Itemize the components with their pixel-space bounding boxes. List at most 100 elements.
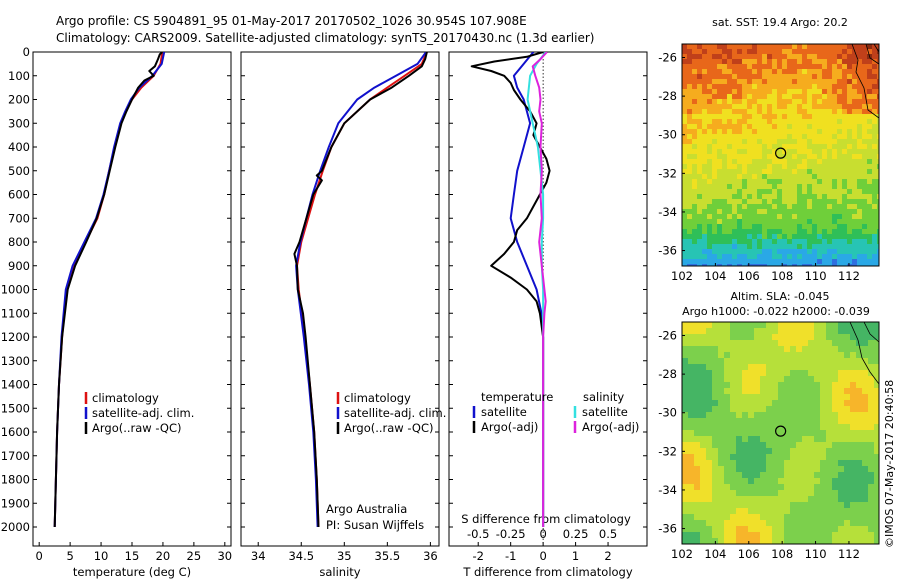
- legend-title-temperature: temperature: [481, 390, 553, 404]
- y-tick-label: -36: [658, 522, 677, 536]
- x-tick-label: -2: [472, 549, 483, 563]
- x-tick-label: 34.5: [288, 549, 314, 563]
- y-tick-label: -32: [658, 444, 677, 458]
- legend-satellite-adj: satellite-adj. clim.: [344, 406, 446, 420]
- x-tick-label: 108: [771, 547, 793, 561]
- x2-tick-label: 0.5: [599, 527, 617, 541]
- y-tick-label: 1800: [1, 473, 30, 487]
- x-tick-label: 35.5: [375, 549, 401, 563]
- y-tick-label: 1600: [1, 425, 30, 439]
- x-tick-label: 102: [671, 547, 693, 561]
- coastline: [849, 322, 879, 385]
- series-line-salinity-argo-adj: [531, 52, 548, 527]
- x-tick-label: 35: [337, 549, 352, 563]
- sla-map-frame: [681, 321, 880, 545]
- legend-climatology: climatology: [344, 391, 411, 405]
- legend-argo: Argo(..raw -QC): [92, 421, 182, 435]
- y-tick-label: 100: [8, 69, 30, 83]
- y-tick-label: 400: [8, 140, 30, 154]
- x-tick-label: 110: [805, 269, 827, 283]
- y-tick-label: 1200: [1, 330, 30, 344]
- sla-heatmap: [682, 322, 879, 544]
- header-line-1: Argo profile: CS 5904891_95 01-May-2017 …: [56, 14, 527, 28]
- y-tick-label: -34: [658, 483, 677, 497]
- x-tick-label: 110: [805, 547, 827, 561]
- y-tick-label: -26: [658, 51, 677, 65]
- y-tick-label: 1700: [1, 449, 30, 463]
- x2-tick-label: -0.25: [496, 527, 526, 541]
- y-tick-label: 1500: [1, 401, 30, 415]
- temperature-profile-panel: 0 5 10 15 20 25 30 temperature (deg C) 0 100 200 30…: [1, 45, 232, 579]
- x2-tick-label: -0.5: [467, 527, 489, 541]
- x-tick-label: 15: [125, 549, 140, 563]
- x-tick-label: 102: [671, 269, 693, 283]
- y-tick-label: -36: [658, 244, 677, 258]
- y-tick-label: -30: [658, 406, 677, 420]
- y-tick-label: -30: [658, 128, 677, 142]
- legend-climatology: climatology: [92, 391, 159, 405]
- legend-argo: Argo(..raw -QC): [344, 421, 434, 435]
- difference-legend: temperature satellite Argo(-adj) salinit…: [472, 390, 639, 434]
- salinity-profile-panel: 34 34.5 35 35.5 36 salinity: [240, 51, 440, 579]
- salinity-legend: climatology satellite-adj. clim. Argo(..…: [336, 391, 446, 435]
- temperature-legend: climatology satellite-adj. clim. Argo(..…: [84, 391, 194, 435]
- x-axis-label: salinity: [319, 565, 360, 579]
- sla-map-subtitle: Argo h1000: -0.022 h2000: -0.039: [682, 305, 870, 318]
- y-tick-label: 1900: [1, 496, 30, 510]
- x2-axis-label: S difference from climatology: [461, 512, 631, 526]
- argo-position-marker: [775, 147, 787, 159]
- series-line-argo-raw-qc: [53, 52, 163, 528]
- x-tick-label: 106: [738, 547, 760, 561]
- x-tick-label: 36: [423, 549, 438, 563]
- y-tick-label: 1400: [1, 378, 30, 392]
- x-tick-label: 10: [94, 549, 109, 563]
- y-tick-label: -34: [658, 205, 677, 219]
- y-tick-label: 500: [8, 164, 30, 178]
- sst-map-axes: 102 104 106 108 110 112 -26 -28 -30 -32 -34 -36: [658, 51, 860, 283]
- y-tick-label: 600: [8, 188, 30, 202]
- plot-frame: [240, 51, 440, 547]
- sst-heatmap: [682, 44, 879, 266]
- sst-map-frame: [681, 43, 880, 267]
- y-tick-label: 1300: [1, 354, 30, 368]
- x-tick-label: 112: [838, 269, 860, 283]
- legend-sal-satellite: satellite: [582, 405, 628, 419]
- y-tick-label: 300: [8, 116, 30, 130]
- legend-temp-satellite: satellite: [481, 405, 527, 419]
- plot-frame: [32, 51, 232, 547]
- annotation-line-1: Argo Australia: [326, 502, 407, 516]
- x-tick-label: -1: [505, 549, 516, 563]
- y-tick-label: 0: [23, 45, 30, 59]
- x-tick-label: 106: [738, 269, 760, 283]
- legend-title-salinity: salinity: [583, 390, 624, 404]
- x2-tick-label: 0: [539, 527, 546, 541]
- x-tick-label: 34: [251, 549, 266, 563]
- legend-sal-argo: Argo(-adj): [582, 420, 639, 434]
- x-tick-label: 25: [187, 549, 202, 563]
- y-tick-label: 2000: [1, 520, 30, 534]
- plot-frame: [448, 51, 648, 547]
- y-tick-label: 800: [8, 235, 30, 249]
- coastline: [851, 44, 879, 119]
- sla-map-title: Altim. SLA: -0.045: [730, 290, 829, 303]
- series-line-argo-raw-qc: [293, 52, 428, 528]
- x-tick-label: 108: [771, 269, 793, 283]
- x-tick-label: 2: [604, 549, 611, 563]
- difference-profile-panel: -2 -1 0 1 2 T difference from climatology S di…: [448, 51, 648, 579]
- y-tick-label: 700: [8, 211, 30, 225]
- imos-timestamp: ©IMOS 07-May-2017 20:40:58: [883, 380, 896, 548]
- x-tick-label: 30: [217, 549, 232, 563]
- y-tick-label: 1000: [1, 283, 30, 297]
- y-tick-label: 900: [8, 259, 30, 273]
- x-tick-label: 104: [704, 269, 726, 283]
- x-axis-label: T difference from climatology: [462, 565, 633, 579]
- y-tick-label: 200: [8, 93, 30, 107]
- header-line-2: Climatology: CARS2009. Satellite-adjuste…: [56, 31, 594, 45]
- annotation-line-2: PI: Susan Wijffels: [326, 518, 424, 532]
- x-tick-label: 0: [36, 549, 43, 563]
- y-tick-label: -28: [658, 89, 677, 103]
- x-tick-label: 5: [66, 549, 73, 563]
- x-tick-label: 1: [572, 549, 579, 563]
- y-tick-label: -26: [658, 329, 677, 343]
- x-axis-label: temperature (deg C): [73, 565, 191, 579]
